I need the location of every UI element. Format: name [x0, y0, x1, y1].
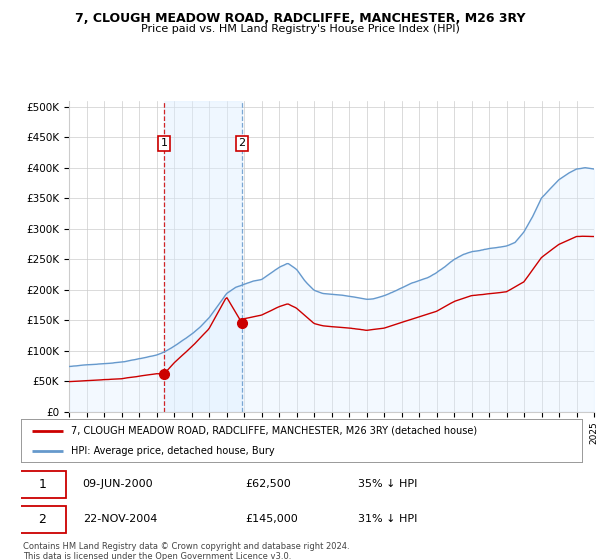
Bar — [164, 101, 242, 412]
Text: 35% ↓ HPI: 35% ↓ HPI — [358, 479, 417, 489]
FancyBboxPatch shape — [18, 506, 66, 533]
Text: £62,500: £62,500 — [245, 479, 291, 489]
Text: 7, CLOUGH MEADOW ROAD, RADCLIFFE, MANCHESTER, M26 3RY (detached house): 7, CLOUGH MEADOW ROAD, RADCLIFFE, MANCHE… — [71, 426, 478, 436]
Text: 2: 2 — [239, 138, 245, 148]
Text: 2: 2 — [38, 513, 46, 526]
Text: 7, CLOUGH MEADOW ROAD, RADCLIFFE, MANCHESTER, M26 3RY: 7, CLOUGH MEADOW ROAD, RADCLIFFE, MANCHE… — [75, 12, 525, 25]
Text: £145,000: £145,000 — [245, 515, 298, 524]
Text: HPI: Average price, detached house, Bury: HPI: Average price, detached house, Bury — [71, 446, 275, 456]
FancyBboxPatch shape — [18, 471, 66, 498]
Text: 09-JUN-2000: 09-JUN-2000 — [83, 479, 154, 489]
Text: 1: 1 — [38, 478, 46, 491]
Text: Contains HM Land Registry data © Crown copyright and database right 2024.
This d: Contains HM Land Registry data © Crown c… — [23, 542, 349, 560]
Text: Price paid vs. HM Land Registry's House Price Index (HPI): Price paid vs. HM Land Registry's House … — [140, 24, 460, 34]
Text: 22-NOV-2004: 22-NOV-2004 — [83, 515, 157, 524]
Text: 31% ↓ HPI: 31% ↓ HPI — [358, 515, 417, 524]
Text: 1: 1 — [161, 138, 168, 148]
